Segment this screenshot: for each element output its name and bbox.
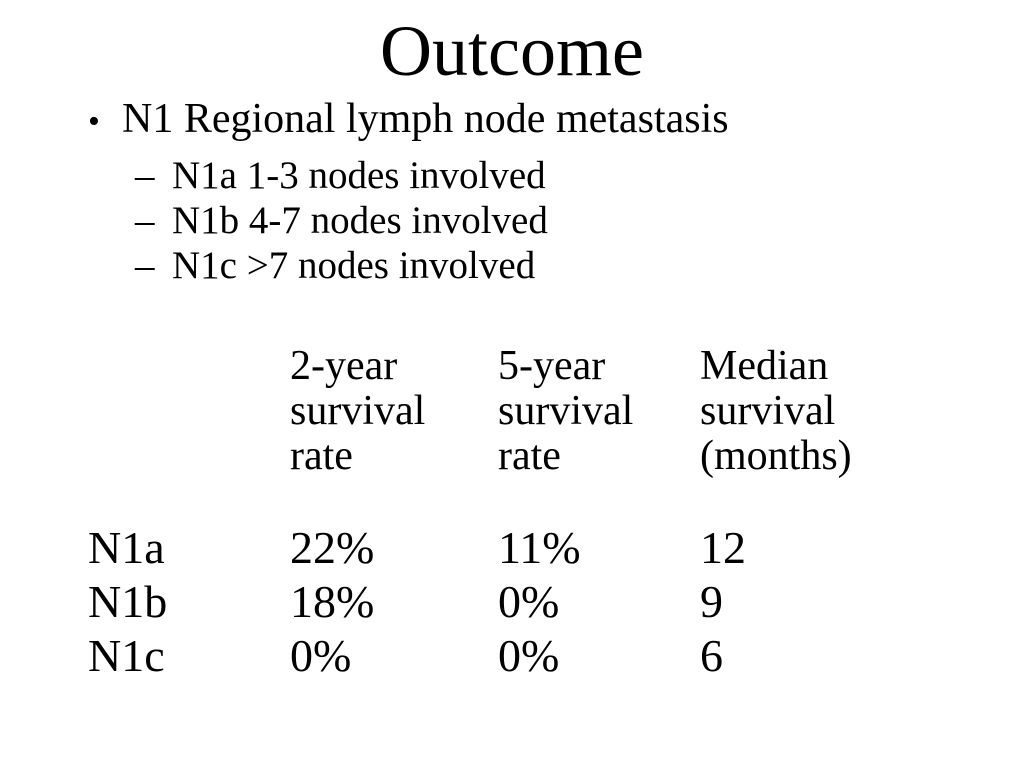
sub-bullet-item: – N1b 4-7 nodes involved [135, 198, 729, 243]
table-cell: 22% [290, 522, 375, 573]
table-cell: 11% [498, 522, 581, 573]
table-cell: 0% [498, 576, 560, 627]
column-header: 2-year survival rate [290, 343, 426, 479]
table-cell: 0% [498, 630, 560, 681]
dash-icon: – [135, 244, 155, 287]
row-label: N1a [88, 522, 165, 573]
table-cell: 6 [700, 630, 723, 681]
table-corner-cell [88, 344, 273, 479]
bullet-list: • N1 Regional lymph node metastasis – N1… [88, 95, 729, 288]
dash-icon: – [135, 154, 155, 197]
page-title: Outcome [380, 11, 644, 91]
table-cell: 0% [290, 630, 352, 681]
sub-bullet-item: – N1a 1-3 nodes involved [135, 153, 729, 198]
row-label: N1b [88, 576, 168, 627]
bullet-icon: • [88, 103, 100, 140]
sub-bullet-item: – N1c >7 nodes involved [135, 243, 729, 288]
table-cell: 12 [700, 522, 746, 573]
sub-bullet-text: N1c >7 nodes involved [172, 244, 536, 287]
table-spacer [88, 479, 940, 521]
row-label: N1c [88, 630, 165, 681]
bullet-item-text: N1 Regional lymph node metastasis [122, 96, 729, 142]
survival-table: 2-year survival rate 5-year survival rat… [88, 344, 940, 683]
table-cell: 18% [290, 576, 375, 627]
bullet-item: • N1 Regional lymph node metastasis [88, 95, 729, 146]
sub-bullet-text: N1a 1-3 nodes involved [172, 154, 546, 197]
table-cell: 9 [700, 576, 723, 627]
column-header: 5-year survival rate [498, 343, 634, 479]
sub-bullet-text: N1b 4-7 nodes involved [172, 199, 548, 242]
dash-icon: – [135, 199, 155, 242]
column-header: Median survival (months) [700, 343, 852, 479]
